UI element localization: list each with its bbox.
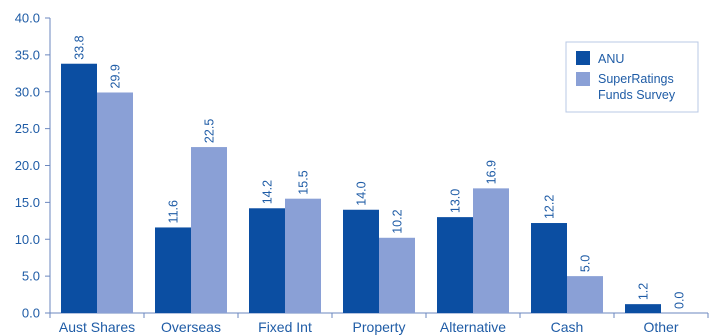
bar-superratings xyxy=(473,188,509,313)
bar-superratings xyxy=(379,237,415,313)
legend-swatch-superratings xyxy=(576,72,590,86)
x-axis: Aust Shares Overseas Fixed Int Property Alte… xyxy=(49,312,709,335)
legend-label-anu: ANU xyxy=(598,52,624,66)
bar-value-label: 13.0 xyxy=(449,189,463,213)
bar-anu xyxy=(531,223,567,313)
data-labels: 33.8 29.9 11.6 22.5 14.2 15.5 14.0 10.2 13.0 16.9… xyxy=(73,35,687,309)
bar-value-label: 5.0 xyxy=(579,255,593,272)
bar-superratings xyxy=(567,276,603,313)
bar-value-label: 14.2 xyxy=(261,180,275,204)
bar-value-label: 0.0 xyxy=(673,292,687,309)
bar-anu xyxy=(249,208,285,313)
bar-value-label: 14.0 xyxy=(355,181,369,205)
legend-label-superratings: SuperRatings Funds Survey xyxy=(598,72,676,102)
bar-anu xyxy=(437,217,473,313)
bar-superratings xyxy=(285,198,321,313)
y-tick-label: 15.0 xyxy=(15,195,40,210)
y-tick-label: 10.0 xyxy=(15,232,40,247)
bar-anu xyxy=(625,304,661,313)
x-category-label: Other xyxy=(643,319,678,335)
x-category-label: Property xyxy=(353,319,406,335)
bar-value-label: 10.2 xyxy=(391,209,405,233)
y-tick-label: 20.0 xyxy=(15,158,40,173)
x-category-label: Overseas xyxy=(161,319,221,335)
bar-value-label: 16.9 xyxy=(485,160,499,184)
x-category-label: Fixed Int xyxy=(258,319,312,335)
x-category-label: Alternative xyxy=(440,319,506,335)
bar-value-label: 11.6 xyxy=(167,200,181,223)
bar-value-label: 22.5 xyxy=(203,119,217,143)
y-tick-label: 0.0 xyxy=(22,306,40,321)
y-tick-label: 40.0 xyxy=(15,11,40,26)
bar-value-label: 33.8 xyxy=(73,35,87,59)
legend-swatch-anu xyxy=(576,51,590,65)
bar-superratings xyxy=(97,92,133,313)
y-axis: 0.0 5.0 10.0 15.0 20.0 25.0 30.0 35.0 40.0 xyxy=(15,11,51,321)
x-category-label: Cash xyxy=(551,319,584,335)
y-tick-label: 25.0 xyxy=(15,121,40,136)
bar-anu xyxy=(61,63,97,313)
y-tick-label: 5.0 xyxy=(22,269,40,284)
legend: ANU SuperRatings Funds Survey xyxy=(565,41,699,113)
y-tick-label: 30.0 xyxy=(15,84,40,99)
y-tick-label: 35.0 xyxy=(15,47,40,62)
bar-value-label: 29.9 xyxy=(109,64,123,88)
bar-value-label: 1.2 xyxy=(637,283,651,300)
bar-superratings xyxy=(191,147,227,313)
bars xyxy=(61,63,661,313)
bar-anu xyxy=(155,227,191,313)
bar-anu xyxy=(343,209,379,313)
x-category-label: Aust Shares xyxy=(59,319,135,335)
bar-value-label: 12.2 xyxy=(543,195,557,219)
bar-value-label: 15.5 xyxy=(297,170,311,194)
